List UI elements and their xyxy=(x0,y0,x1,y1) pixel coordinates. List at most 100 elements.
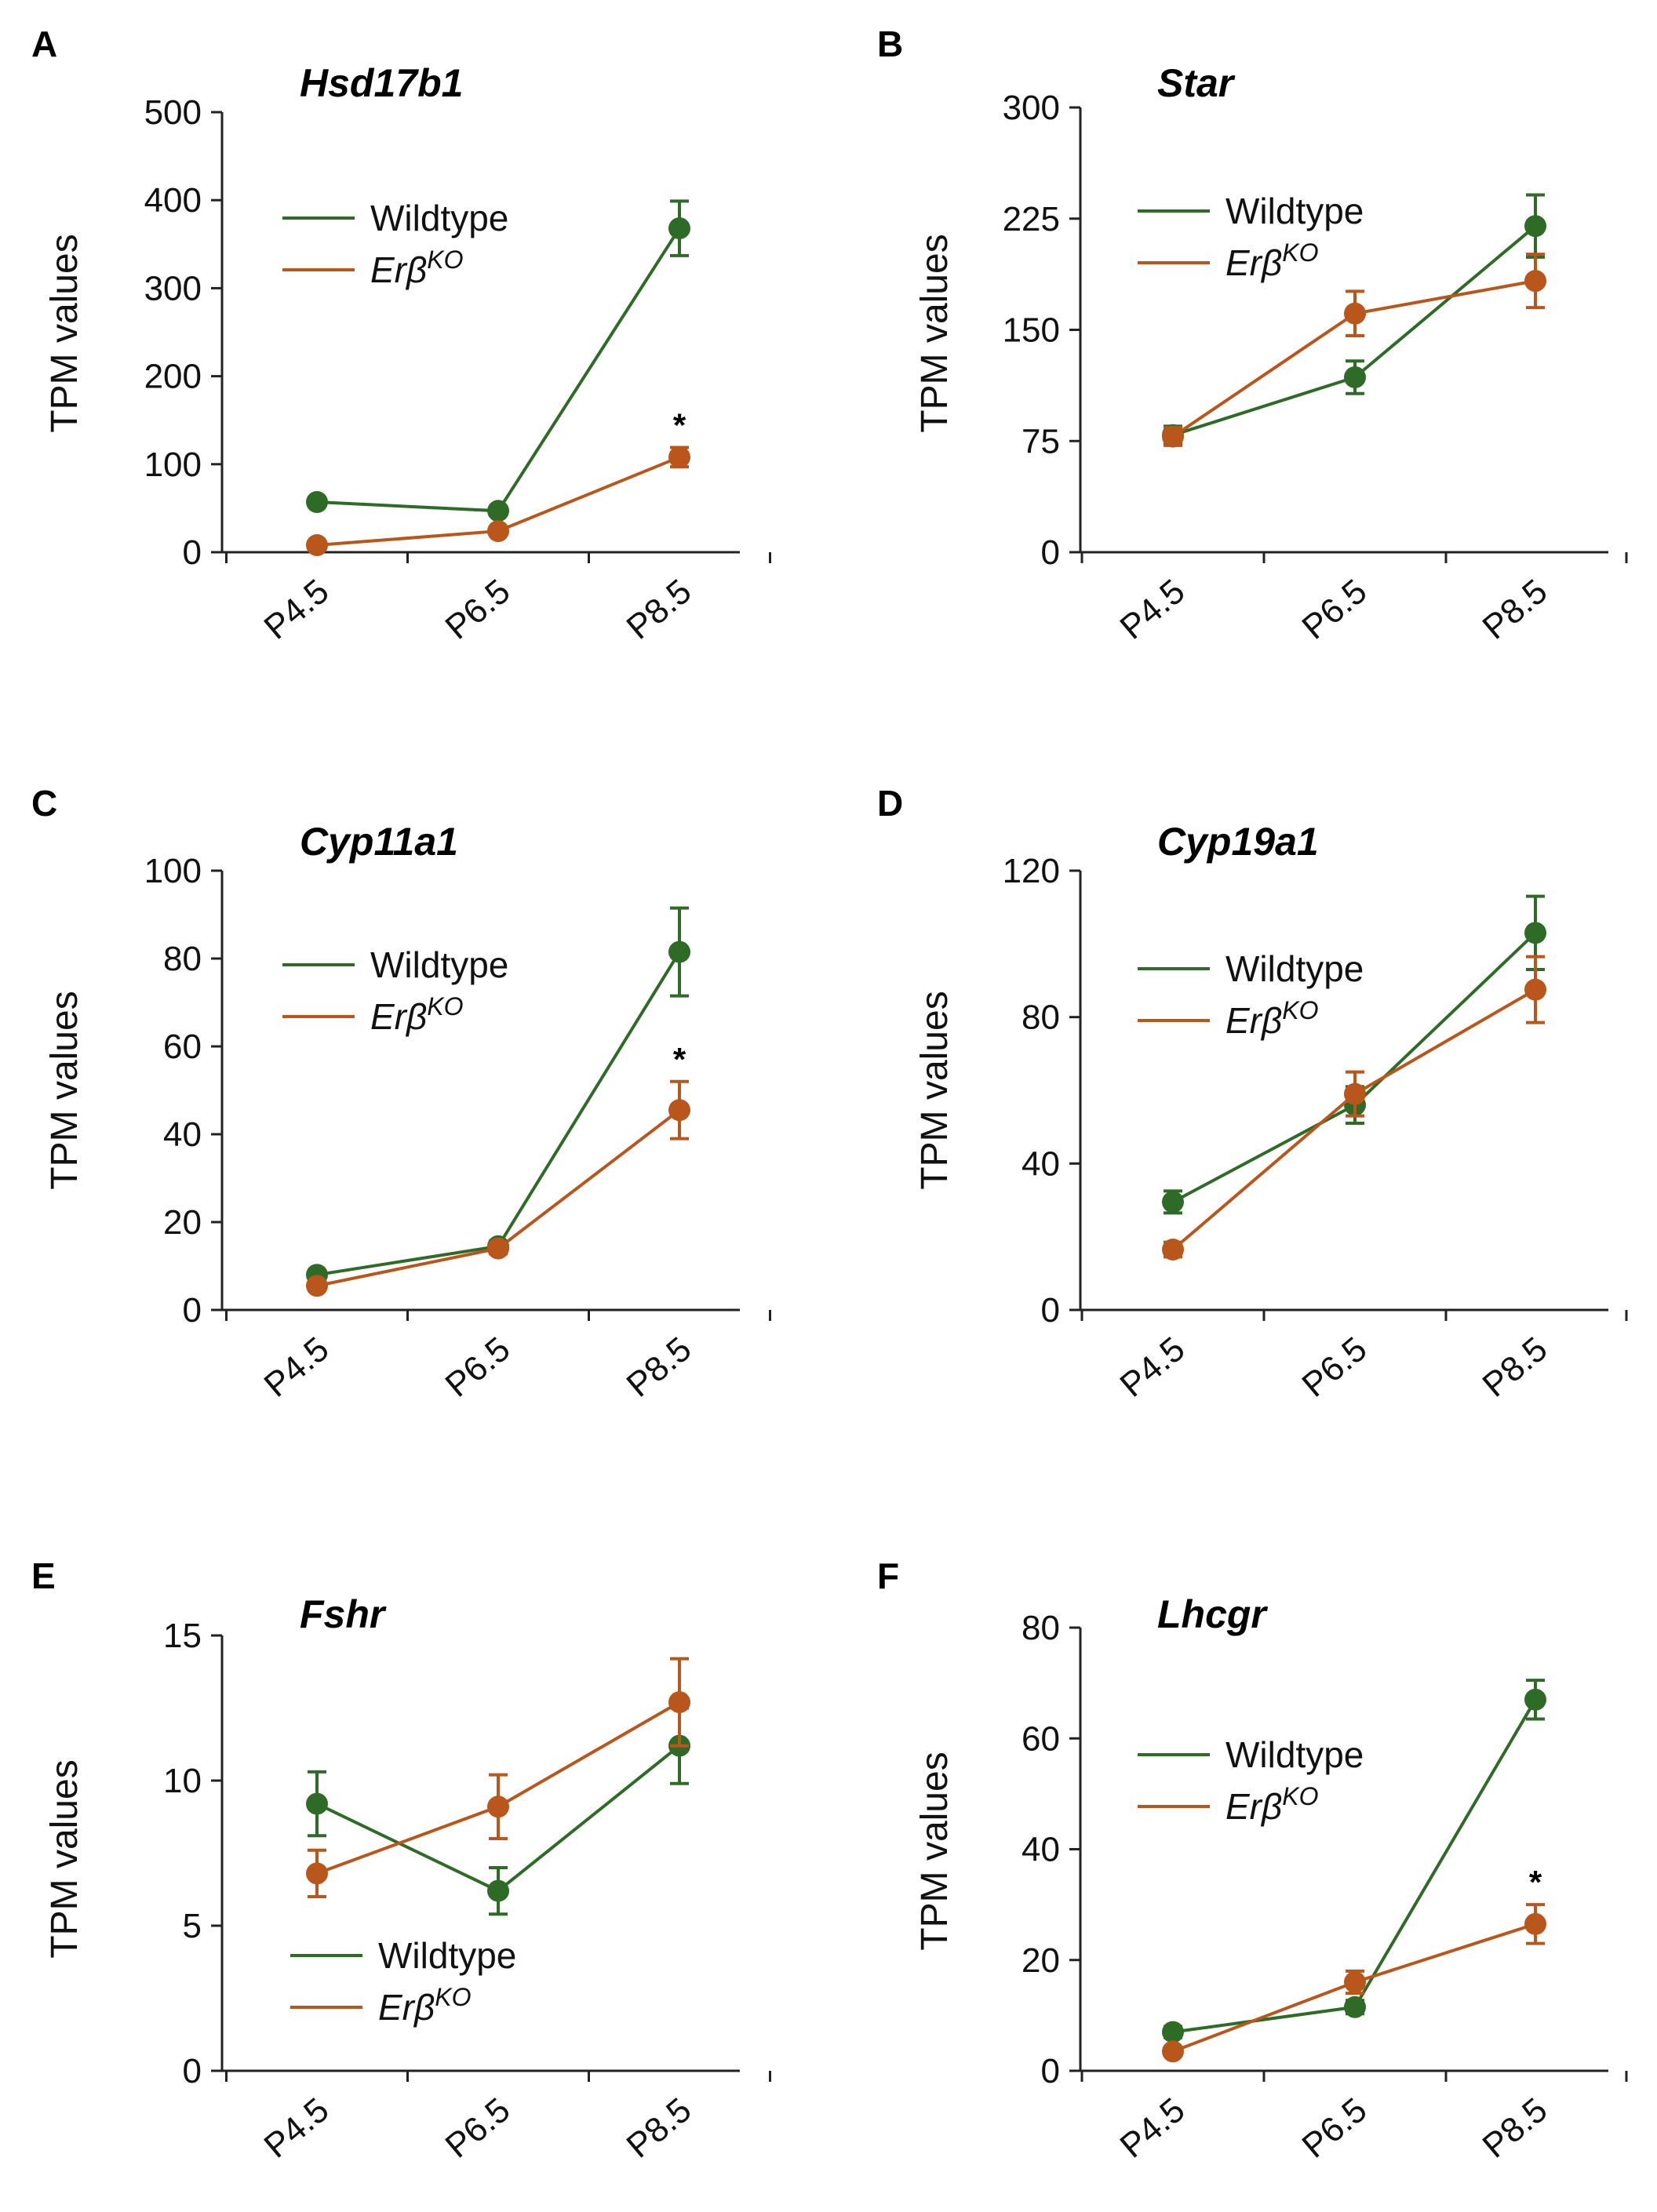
series-wildtype xyxy=(306,1706,690,1916)
y-tick-label: 120 xyxy=(1003,852,1060,890)
x-tick-label: P4.5 xyxy=(1113,1330,1193,1405)
data-point xyxy=(1344,302,1366,325)
y-tick-label: 0 xyxy=(1041,533,1060,572)
y-tick-label: 225 xyxy=(1003,200,1060,238)
chart-panel-c: C Cyp11a1 TPM values 0 20 40 60 80 100 P4.5 P6.5 P8… xyxy=(31,783,771,1405)
legend: Wildtype ErβKO xyxy=(1138,1734,1364,1827)
chart-panel-b: B Star TPM values 0 75 150 225 300 P4.5 P6.5 P8.5 W… xyxy=(877,24,1628,647)
y-axis-label: TPM values xyxy=(914,991,956,1189)
data-point xyxy=(1162,2040,1184,2063)
legend-label-wildtype: Wildtype xyxy=(1225,191,1364,231)
chart-title: Lhcgr xyxy=(1157,1592,1268,1636)
x-tick-label: P6.5 xyxy=(439,1330,518,1405)
legend: Wildtype ErβKO xyxy=(290,1935,516,2028)
data-point xyxy=(1344,1996,1366,2018)
y-axis-label: TPM values xyxy=(914,234,956,432)
chart-panel-e: E Fshr TPM values 0 5 10 15 P4.5 P6.5 P8.5 Wildtyp… xyxy=(31,1555,771,2166)
x-tick-label: P6.5 xyxy=(439,2090,518,2166)
data-point xyxy=(1524,1912,1546,1935)
data-point xyxy=(487,1237,509,1260)
data-point xyxy=(487,1879,509,1902)
x-tick-label: P8.5 xyxy=(1476,572,1555,647)
chart-title: Cyp19a1 xyxy=(1157,820,1319,864)
data-point xyxy=(487,500,509,522)
significance-marker: * xyxy=(673,1041,686,1078)
legend-label-erbko: ErβKO xyxy=(370,246,464,290)
data-point xyxy=(1344,366,1366,388)
x-tick-label: P4.5 xyxy=(1113,572,1193,647)
legend: Wildtype ErβKO xyxy=(1138,948,1364,1041)
data-point xyxy=(1162,1191,1184,1213)
data-point xyxy=(1524,1688,1546,1711)
data-point xyxy=(1524,270,1546,293)
y-tick-label: 40 xyxy=(163,1115,202,1154)
y-tick-label: 100 xyxy=(144,852,202,890)
panel-letter: A xyxy=(31,24,57,64)
data-point xyxy=(1344,1971,1366,1993)
series-erbko xyxy=(306,446,690,557)
x-tick-label: P8.5 xyxy=(1476,2090,1555,2166)
data-point xyxy=(668,217,690,240)
significance-marker: * xyxy=(673,406,686,443)
data-point xyxy=(1162,1239,1184,1261)
x-tick-label: P6.5 xyxy=(439,572,518,647)
y-tick-label: 5 xyxy=(183,1907,202,1945)
y-tick-label: 200 xyxy=(144,358,202,396)
data-point xyxy=(487,520,509,543)
series-erbko xyxy=(1162,1903,1546,2063)
y-axis-label: TPM values xyxy=(44,1759,86,1958)
chart-panel-a: A Hsd17b1 TPM values 0 100 200 300 400 500 P4.5 P6… xyxy=(31,24,771,647)
chart-title: Cyp11a1 xyxy=(300,820,458,864)
y-tick-label: 0 xyxy=(1041,1291,1060,1330)
data-point xyxy=(668,446,690,468)
legend-label-wildtype: Wildtype xyxy=(1225,948,1364,989)
y-tick-label: 40 xyxy=(1022,1144,1060,1183)
legend-label-wildtype: Wildtype xyxy=(1225,1734,1364,1775)
data-point xyxy=(1162,425,1184,448)
legend-label-wildtype: Wildtype xyxy=(378,1935,516,1976)
panel-letter: C xyxy=(31,783,57,824)
x-tick-label: P8.5 xyxy=(620,2090,699,2166)
y-tick-label: 100 xyxy=(144,446,202,484)
data-point xyxy=(306,491,328,514)
y-tick-label: 0 xyxy=(1041,2052,1060,2090)
y-tick-label: 300 xyxy=(1003,89,1060,127)
data-point xyxy=(1162,2021,1184,2043)
y-tick-label: 300 xyxy=(144,269,202,307)
data-point xyxy=(1524,922,1546,944)
series-erbko xyxy=(1162,955,1546,1261)
y-tick-label: 60 xyxy=(163,1028,202,1066)
y-tick-label: 80 xyxy=(1022,1609,1060,1647)
legend-label-erbko: ErβKO xyxy=(378,1983,472,2028)
legend-label-wildtype: Wildtype xyxy=(370,198,508,238)
data-point xyxy=(668,1099,690,1122)
panel-letter: D xyxy=(877,783,903,824)
chart-title: Fshr xyxy=(300,1592,387,1636)
chart-panel-d: D Cyp19a1 TPM values 0 40 80 120 P4.5 P6.5 P8.5 Wi… xyxy=(877,783,1628,1405)
legend-label-erbko: ErβKO xyxy=(1225,996,1319,1041)
x-tick-label: P8.5 xyxy=(620,1330,699,1405)
series-wildtype xyxy=(1162,193,1546,446)
chart-title: Hsd17b1 xyxy=(300,61,463,105)
y-tick-label: 20 xyxy=(1022,1941,1060,1980)
y-tick-label: 80 xyxy=(163,940,202,978)
series-wildtype xyxy=(1162,1679,1546,2043)
chart-title: Star xyxy=(1157,61,1236,105)
series-wildtype xyxy=(306,199,690,522)
data-point xyxy=(306,534,328,557)
chart-panel-f: F Lhcgr TPM values 0 20 40 60 80 P4.5 P6.5 P8.5 * Wi… xyxy=(877,1555,1628,2166)
panel-letter: E xyxy=(31,1555,56,1596)
y-tick-label: 60 xyxy=(1022,1719,1060,1758)
series-erbko xyxy=(306,1079,690,1297)
series-erbko xyxy=(306,1657,690,1898)
panel-letter: F xyxy=(877,1555,899,1596)
series-wildtype xyxy=(1162,894,1546,1215)
x-tick-label: P8.5 xyxy=(1476,1330,1555,1405)
data-point xyxy=(1524,215,1546,238)
y-tick-label: 500 xyxy=(144,93,202,132)
y-tick-label: 20 xyxy=(163,1203,202,1242)
data-point xyxy=(306,1275,328,1297)
y-tick-label: 40 xyxy=(1022,1831,1060,1869)
legend-label-wildtype: Wildtype xyxy=(370,944,508,985)
y-axis-label: TPM values xyxy=(44,234,86,432)
